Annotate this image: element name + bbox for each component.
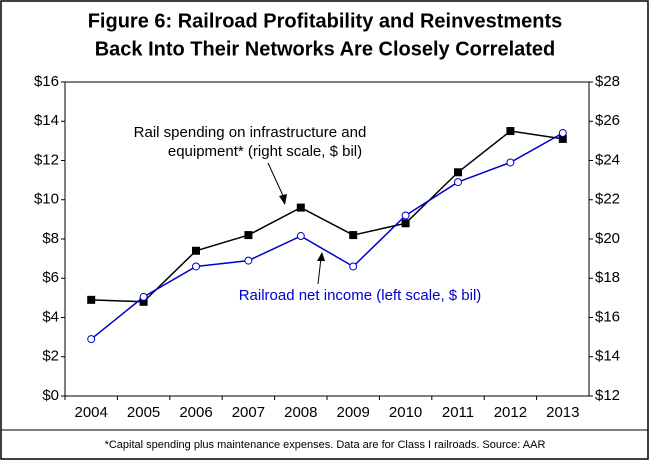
x-tick-label: 2007	[232, 404, 265, 421]
marker	[244, 256, 253, 265]
marker	[139, 292, 148, 301]
marker	[139, 297, 148, 306]
x-tick-label: 2013	[546, 404, 579, 421]
marker	[349, 231, 358, 240]
x-tick-label: 2010	[389, 404, 422, 421]
y2-tick-label: $22	[595, 191, 620, 208]
y-tick-label: $16	[34, 73, 59, 90]
marker	[192, 262, 200, 271]
chart-title: Figure 6: Railroad Profitability and Rei…	[88, 10, 563, 32]
y2-tick-label: $18	[595, 269, 620, 286]
marker	[401, 211, 410, 220]
y2-tick-label: $20	[595, 230, 620, 247]
x-tick-label: 2008	[284, 404, 317, 421]
y-tick-label: $8	[42, 230, 59, 247]
marker	[244, 231, 253, 240]
marker	[454, 168, 462, 177]
y-tick-label: $12	[34, 151, 59, 168]
y2-tick-label: $14	[595, 348, 620, 365]
marker	[401, 219, 410, 228]
annotation: Railroad net income (left scale, $ bil)	[239, 287, 482, 304]
arrow-head	[317, 252, 325, 261]
marker	[558, 134, 567, 143]
marker	[87, 335, 96, 344]
x-tick-label: 2004	[75, 404, 108, 421]
x-tick-label: 2011	[442, 404, 474, 421]
series-line	[90, 132, 564, 340]
chart-title: Back Into Their Networks Are Closely Cor…	[95, 38, 556, 60]
marker	[296, 232, 305, 241]
marker	[349, 262, 358, 271]
x-tick-label: 2009	[337, 404, 370, 421]
y-tick-label: $2	[42, 348, 59, 365]
marker	[296, 203, 305, 212]
x-tick-label: 2006	[179, 404, 212, 421]
y-tick-label: $0	[42, 387, 59, 404]
marker	[506, 127, 515, 136]
footnote: *Capital spending plus maintenance expen…	[105, 439, 546, 451]
y-tick-label: $6	[42, 269, 59, 286]
y2-tick-label: $12	[595, 387, 620, 404]
marker	[87, 295, 96, 304]
arrow	[267, 162, 286, 201]
x-tick-label: 2012	[494, 404, 527, 421]
y-tick-label: $4	[42, 308, 59, 325]
marker	[192, 246, 200, 255]
marker	[454, 178, 462, 187]
y2-tick-label: $26	[595, 112, 620, 129]
annotation: Rail spending on infrastructure and	[134, 124, 367, 141]
marker	[506, 158, 515, 167]
arrow-head	[279, 194, 287, 205]
x-tick-label: 2005	[127, 404, 160, 421]
marker	[558, 129, 567, 138]
annotation: equipment* (right scale, $ bil)	[168, 143, 362, 160]
y2-tick-label: $16	[595, 308, 620, 325]
arrow	[317, 257, 322, 285]
y2-tick-label: $28	[595, 73, 620, 90]
y2-tick-label: $24	[595, 151, 620, 168]
y-tick-label: $14	[34, 112, 59, 129]
series-line	[91, 130, 563, 303]
y-tick-label: $10	[34, 191, 59, 208]
